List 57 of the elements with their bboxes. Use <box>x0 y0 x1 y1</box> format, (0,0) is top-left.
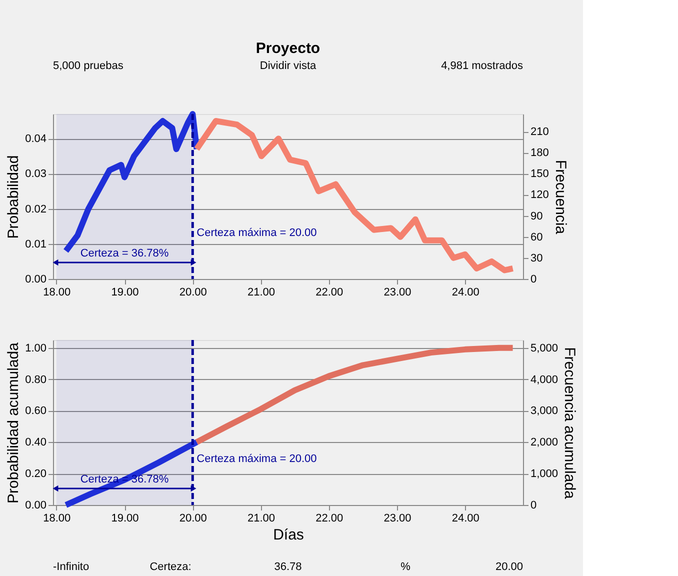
y-tick-label: 0.00 <box>25 274 46 286</box>
x-tick-label: 21.00 <box>247 512 276 524</box>
ref-line-label: Certeza máxima = 20.00 <box>196 452 317 465</box>
y-tick-label: 0.02 <box>25 203 46 216</box>
text: Dividir vista <box>260 60 317 72</box>
y2-tick-label: 5,000 <box>530 342 558 354</box>
y-tick-label: 0.60 <box>25 405 46 418</box>
y-tick-label: 0.04 <box>25 133 46 146</box>
x-tick-label: 24.00 <box>452 512 480 524</box>
y2-tick-label: 120 <box>530 189 549 202</box>
y-tick-label: 0.40 <box>25 436 46 449</box>
y-axis-title: Probabilidad <box>5 155 22 239</box>
y2-tick-label: 4,000 <box>530 374 558 386</box>
ref-line-label: Certeza máxima = 20.00 <box>196 226 317 239</box>
y-tick-label: 1.00 <box>25 342 46 354</box>
y-tick-label: 0.00 <box>25 500 46 512</box>
y2-axis-title: Frecuencia <box>552 160 569 235</box>
y2-tick-label: 90 <box>530 210 543 222</box>
y-tick-label: 0.20 <box>25 468 46 480</box>
y2-tick-label: 2,000 <box>530 436 558 449</box>
x-tick-label: 18.00 <box>43 286 71 298</box>
text: 36.78 <box>274 561 302 573</box>
text: % <box>400 561 411 573</box>
band-label: Certeza = 36.78% <box>80 474 169 486</box>
text: Certeza: <box>150 561 192 573</box>
x-tick-label: 20.00 <box>179 512 207 524</box>
y2-tick-label: 60 <box>530 231 543 244</box>
x-tick-label: 18.00 <box>43 512 71 524</box>
y-tick-label: 0.03 <box>25 168 46 180</box>
x-tick-label: 20.00 <box>179 286 207 298</box>
x-tick-label: 22.00 <box>316 286 344 298</box>
text: 20.00 <box>495 561 523 573</box>
y2-tick-label: 210 <box>530 126 549 138</box>
x-tick-label: 19.00 <box>111 286 139 298</box>
y2-tick-label: 3,000 <box>530 405 558 418</box>
text: 4,981 mostrados <box>441 60 524 72</box>
y2-tick-label: 180 <box>530 147 549 160</box>
text: -Infinito <box>53 561 90 573</box>
y2-tick-label: 0 <box>530 500 537 512</box>
x-tick-label: 21.00 <box>247 286 276 298</box>
x-tick-label: 24.00 <box>452 286 480 298</box>
y2-tick-label: 0 <box>530 274 537 286</box>
y2-tick-label: 150 <box>530 168 549 180</box>
band-label: Certeza = 36.78% <box>80 248 169 260</box>
x-axis-title: Días <box>273 526 304 544</box>
x-tick-label: 23.00 <box>384 512 412 524</box>
chart-title: Proyecto <box>256 40 320 57</box>
y2-axis-title: Frecuencia acumulada <box>561 347 578 500</box>
x-tick-label: 23.00 <box>384 286 412 298</box>
x-tick-label: 22.00 <box>316 512 344 524</box>
y2-tick-label: 30 <box>530 252 543 264</box>
x-tick-label: 19.00 <box>111 512 139 524</box>
y-tick-label: 0.01 <box>25 238 46 250</box>
y2-tick-label: 1,000 <box>530 468 558 480</box>
y-tick-label: 0.80 <box>25 374 46 386</box>
y-axis-title: Probabilidad acumulada <box>5 342 22 504</box>
text: 5,000 pruebas <box>53 60 124 72</box>
